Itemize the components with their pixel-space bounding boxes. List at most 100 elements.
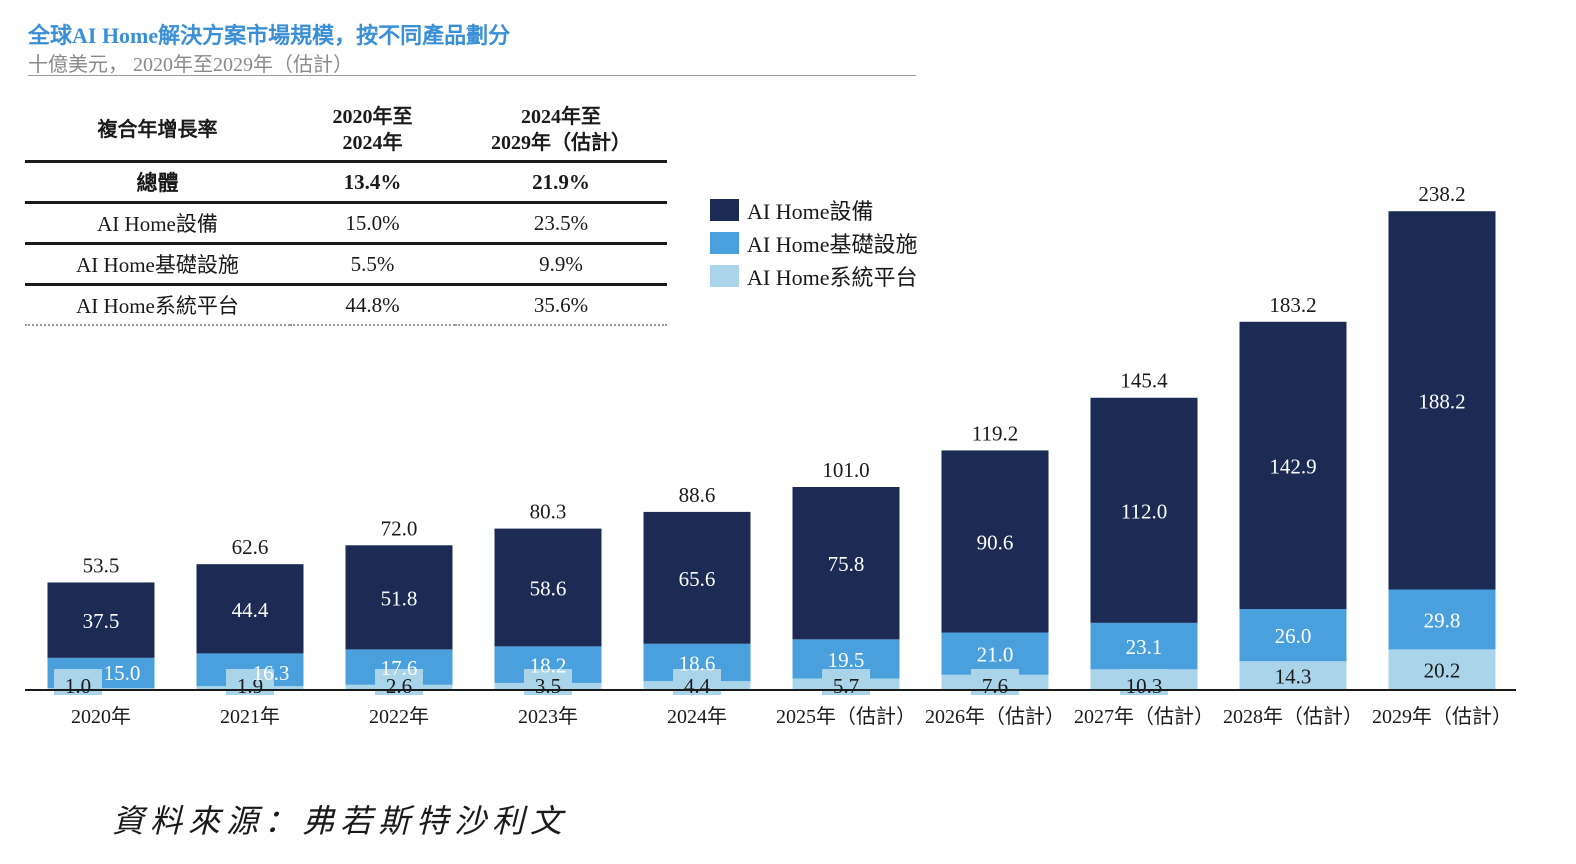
cagr-header-period-2: 2024年至 2029年（估計） <box>455 100 667 163</box>
bar-label-platform: 3.5 <box>535 674 561 698</box>
legend-swatch-platform <box>710 264 739 287</box>
bar-segment-devices <box>643 511 751 644</box>
chart-legend: AI Home設備 AI Home基礎設施 AI Home系統平台 <box>710 193 917 292</box>
cagr-row-platform: AI Home系統平台 44.8% 35.6% <box>25 284 667 326</box>
source-note: 資料來源：弗若斯特沙利文 <box>112 802 569 840</box>
x-tick-label: 2020年 <box>71 705 131 728</box>
bar-segment-infrastructure <box>941 632 1049 675</box>
bar-total-label: 101.0 <box>822 458 869 482</box>
bar-total-label: 53.5 <box>83 553 120 577</box>
bar-total-label: 183.2 <box>1269 293 1316 317</box>
x-tick-label: 2024年 <box>667 705 727 728</box>
chart-subtitle: 十億美元， 2020年至2029年（估計） <box>28 54 353 76</box>
cagr-row-value-b: 9.9% <box>455 243 667 286</box>
cagr-header-row: 複合年增長率 2020年至 2024年 2024年至 2029年（估計） <box>25 100 667 163</box>
bar-label-devices: 112.0 <box>1121 499 1167 523</box>
bar-label-infrastructure: 29.8 <box>1424 608 1461 632</box>
cagr-row-infrastructure: AI Home基礎設施 5.5% 9.9% <box>25 243 667 286</box>
bar-label-infrastructure: 23.1 <box>1126 635 1163 659</box>
bar-label-infrastructure: 17.6 <box>381 656 418 680</box>
bar-total-label: 145.4 <box>1120 369 1168 393</box>
bar-total-label: 62.6 <box>232 535 269 559</box>
bar-label-platform: 4.4 <box>684 674 711 698</box>
bar-label-platform: 20.2 <box>1424 659 1461 683</box>
bar-segment-platform <box>1239 661 1347 690</box>
bar-label-platform: 2.6 <box>386 674 412 698</box>
bar-total-label: 80.3 <box>530 500 567 524</box>
cagr-header-period-1-text: 2020年至 2024年 <box>332 106 413 154</box>
bar-segment-devices <box>1388 211 1496 590</box>
cagr-row-value-b: 35.6% <box>455 284 667 326</box>
cagr-row-value-a: 13.4% <box>290 161 455 204</box>
cagr-row-label: AI Home基礎設施 <box>25 243 290 286</box>
bar-segment-devices <box>1239 321 1347 609</box>
cagr-row-value-b: 21.9% <box>455 161 667 204</box>
bar-label-platform: 1.0 <box>65 674 91 698</box>
cagr-row-value-a: 5.5% <box>290 243 455 286</box>
bar-label-platform: 14.3 <box>1275 665 1312 689</box>
bar-label-platform: 7.6 <box>982 674 1008 698</box>
legend-label-infrastructure: AI Home基礎設施 <box>747 231 918 257</box>
bar-label-infrastructure: 15.0 <box>104 661 141 685</box>
x-tick-label: 2029年（估計） <box>1372 705 1512 728</box>
bar-label-devices: 58.6 <box>530 576 567 600</box>
cagr-row-label: AI Home設備 <box>25 202 290 245</box>
bar-label-devices: 65.6 <box>679 567 716 591</box>
legend-item-devices: AI Home設備 <box>710 193 917 226</box>
bar-total-label: 238.2 <box>1418 182 1465 206</box>
bar-label-devices: 142.9 <box>1269 454 1316 478</box>
bar-label-platform: 1.9 <box>237 674 263 698</box>
bar-segment-devices <box>494 528 602 647</box>
cagr-header-period-1: 2020年至 2024年 <box>290 100 455 163</box>
bar-segment-infrastructure <box>1388 589 1496 650</box>
bar-segment-devices <box>941 450 1049 633</box>
cagr-header-period-2-text: 2024年至 2029年（估計） <box>491 106 631 154</box>
bar-segment-devices <box>792 486 900 640</box>
bar-label-infrastructure: 21.0 <box>977 643 1014 667</box>
bar-label-platform: 10.3 <box>1126 674 1163 698</box>
cagr-table: 複合年增長率 2020年至 2024年 2024年至 2029年（估計） 總體 … <box>25 100 667 326</box>
x-tick-label: 2026年（估計） <box>925 705 1065 728</box>
cagr-row-label: 總體 <box>25 161 290 204</box>
bar-segment-devices <box>196 564 304 654</box>
bar-segment-infrastructure <box>1239 608 1347 662</box>
legend-label-devices: AI Home設備 <box>747 198 874 224</box>
bar-total-label: 72.0 <box>381 516 418 540</box>
bar-label-infrastructure: 18.6 <box>679 651 716 675</box>
cagr-row-label: AI Home系統平台 <box>25 284 290 326</box>
bar-label-devices: 44.4 <box>232 598 269 622</box>
bar-segment-devices <box>47 582 155 658</box>
bar-segment-infrastructure <box>1090 622 1198 670</box>
legend-item-platform: AI Home系統平台 <box>710 259 917 292</box>
cagr-row-value-b: 23.5% <box>455 202 667 245</box>
x-tick-label: 2025年（估計） <box>776 705 916 728</box>
bar-segment-devices <box>345 545 453 650</box>
bar-label-devices: 90.6 <box>977 530 1014 554</box>
bar-segment-platform <box>1388 649 1496 690</box>
chart-title: 全球AI Home解決方案市場規模，按不同產品劃分 <box>28 23 511 48</box>
x-tick-label: 2023年 <box>518 705 578 728</box>
legend-swatch-infrastructure <box>710 231 739 254</box>
bar-label-infrastructure: 19.5 <box>828 648 865 672</box>
cagr-header-label: 複合年增長率 <box>25 100 290 163</box>
cagr-row-value-a: 44.8% <box>290 284 455 326</box>
bar-label-devices: 188.2 <box>1418 389 1465 413</box>
legend-label-platform: AI Home系統平台 <box>747 264 918 290</box>
bar-label-platform: 5.7 <box>833 674 859 698</box>
bar-total-label: 119.2 <box>972 421 1018 445</box>
bar-label-devices: 75.8 <box>828 552 865 576</box>
bar-total-label: 88.6 <box>679 483 716 507</box>
cagr-row-total: 總體 13.4% 21.9% <box>25 161 667 204</box>
bar-segment-devices <box>1090 397 1198 623</box>
bar-label-infrastructure: 26.0 <box>1275 624 1312 648</box>
bar-label-devices: 37.5 <box>83 609 120 633</box>
title-divider <box>28 75 916 76</box>
legend-item-infrastructure: AI Home基礎設施 <box>710 226 917 259</box>
cagr-row-value-a: 15.0% <box>290 202 455 245</box>
bar-label-devices: 51.8 <box>381 586 418 610</box>
legend-swatch-devices <box>710 198 739 221</box>
bar-label-infrastructure: 18.2 <box>530 654 567 678</box>
x-tick-label: 2027年（估計） <box>1074 705 1214 728</box>
x-tick-label: 2021年 <box>220 705 280 728</box>
